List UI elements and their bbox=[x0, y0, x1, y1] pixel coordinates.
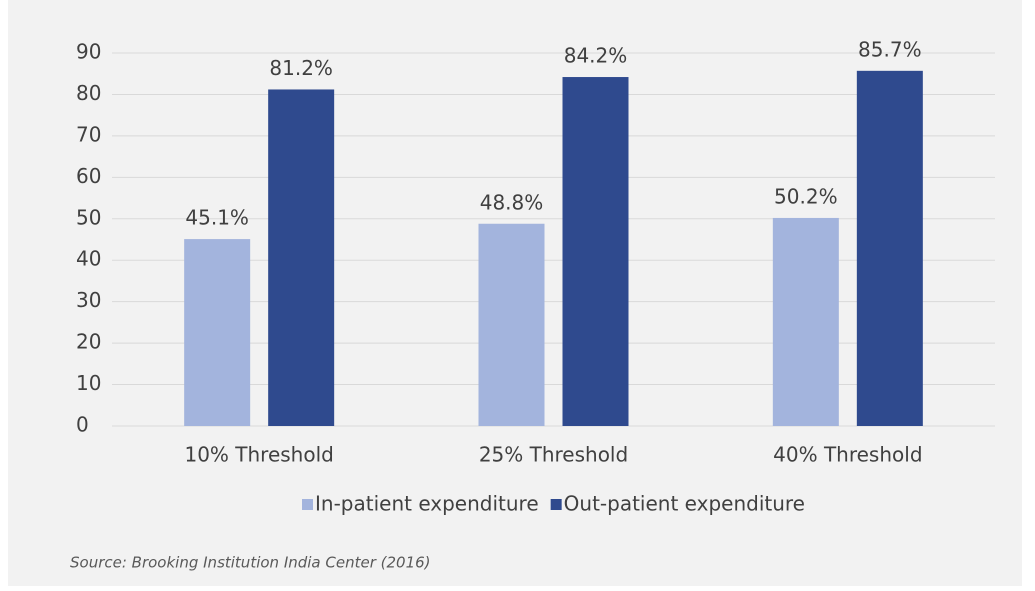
value-label: 48.8% bbox=[480, 190, 544, 214]
bar bbox=[184, 239, 251, 426]
x-tick-label: 10% Threshold bbox=[184, 443, 333, 467]
value-label: 45.1% bbox=[185, 206, 249, 230]
y-tick-label: 80 bbox=[76, 81, 101, 105]
x-tick-label: 25% Threshold bbox=[479, 443, 628, 467]
y-tick-label: 40 bbox=[76, 247, 101, 271]
value-label: 81.2% bbox=[269, 56, 333, 80]
legend-swatch bbox=[550, 499, 562, 510]
y-tick-label: 0 bbox=[76, 413, 89, 437]
x-tick-label: 40% Threshold bbox=[773, 443, 922, 467]
y-tick-label: 20 bbox=[76, 330, 101, 354]
value-label: 85.7% bbox=[858, 37, 922, 61]
value-label: 84.2% bbox=[564, 44, 628, 68]
y-tick-label: 70 bbox=[76, 122, 101, 146]
legend-label: In-patient expenditure bbox=[315, 492, 539, 516]
bar bbox=[856, 70, 923, 427]
bar bbox=[268, 89, 335, 427]
source: Source: Brooking Institution India Cente… bbox=[70, 554, 431, 572]
bar bbox=[478, 223, 545, 426]
y-tick-label: 30 bbox=[76, 288, 101, 312]
legend-label: Out-patient expenditure bbox=[564, 492, 805, 516]
y-tick-label: 10 bbox=[76, 371, 101, 395]
value-label: 50.2% bbox=[774, 184, 838, 208]
y-tick-label: 60 bbox=[76, 164, 101, 188]
legend-swatch bbox=[302, 499, 314, 510]
y-tick-label: 50 bbox=[76, 205, 101, 229]
bar bbox=[562, 77, 629, 426]
bar bbox=[772, 217, 839, 426]
y-tick-label: 90 bbox=[76, 40, 101, 64]
